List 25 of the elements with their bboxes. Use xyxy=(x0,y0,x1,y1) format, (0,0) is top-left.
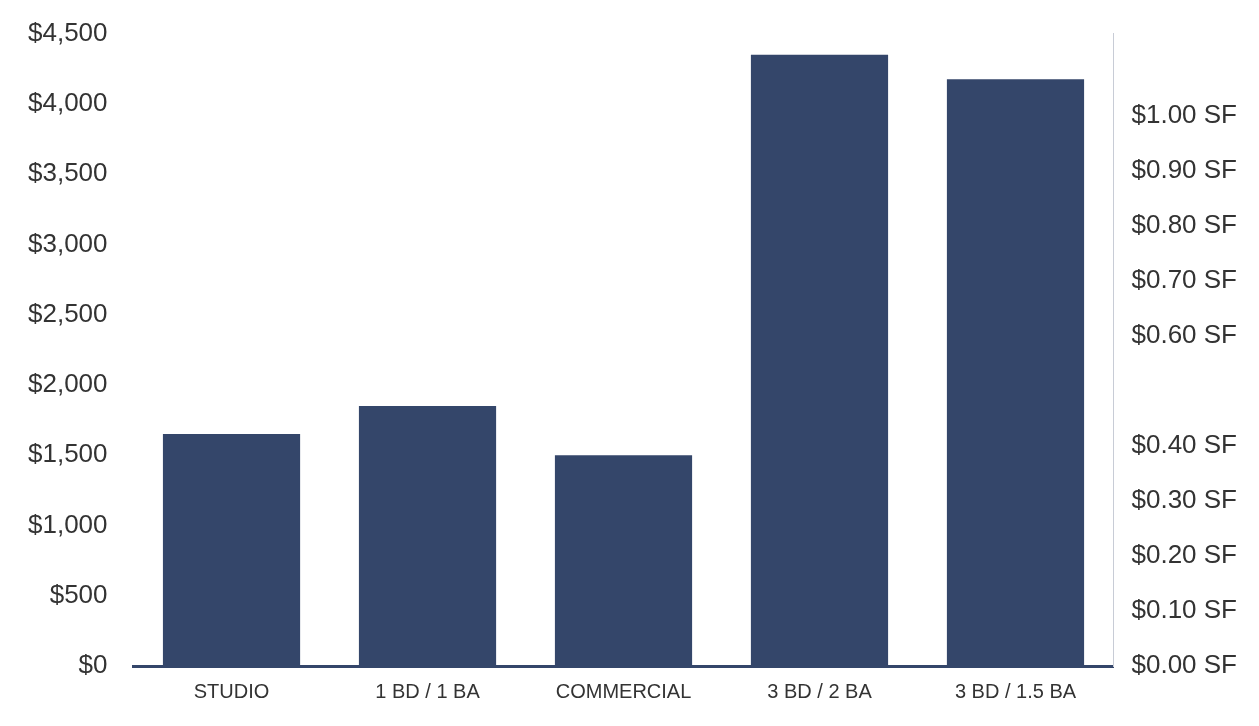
y2-tick-label: $0.30 SF xyxy=(1131,484,1237,515)
x-tick-label: COMMERCIAL xyxy=(555,679,692,702)
y-tick-label: $0 xyxy=(78,649,108,680)
y-tick-label: $4,500 xyxy=(27,16,108,47)
y-tick-label: $4,000 xyxy=(27,87,108,118)
y2-tick-label: $0.10 SF xyxy=(1131,594,1237,625)
y-tick-label: $500 xyxy=(49,578,108,609)
y2-tick-label: $0.90 SF xyxy=(1131,154,1237,185)
x-tick-label: 3 BD / 1.5 BA xyxy=(954,679,1077,702)
x-tick-label: 3 BD / 2 BA xyxy=(767,679,873,702)
y-tick-label: $3,500 xyxy=(27,157,108,188)
y-tick-label: $3,000 xyxy=(27,227,108,258)
y-tick-label: $2,500 xyxy=(27,297,108,328)
y-tick-label: $1,000 xyxy=(27,508,108,539)
y2-tick-label: $0.40 SF xyxy=(1131,429,1237,460)
x-tick-label: STUDIO xyxy=(193,679,270,702)
y-tick-label: $1,500 xyxy=(27,438,108,469)
y2-tick-label: $0.60 SF xyxy=(1131,319,1237,350)
y2-tick-label: $0.80 SF xyxy=(1131,209,1237,240)
y-tick-label: $2,000 xyxy=(27,368,108,399)
y2-tick-label: $0.00 SF xyxy=(1131,649,1237,680)
y2-tick-label: $0.70 SF xyxy=(1131,264,1237,295)
y2-tick-label: $1.00 SF xyxy=(1131,99,1237,130)
y2-tick-label: $0.20 SF xyxy=(1131,539,1237,570)
x-tick-label: 1 BD / 1 BA xyxy=(375,679,481,702)
